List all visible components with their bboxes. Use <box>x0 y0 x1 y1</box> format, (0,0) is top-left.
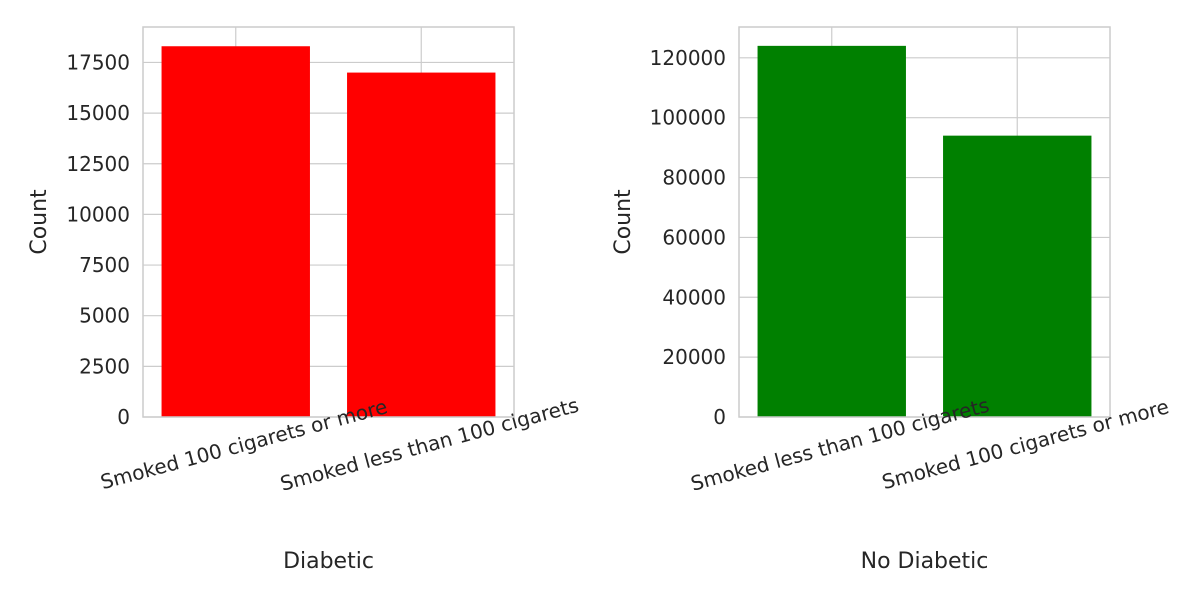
x-axis-title: Diabetic <box>283 549 374 574</box>
y-tick-label: 0 <box>117 405 130 429</box>
y-tick-label: 100000 <box>650 106 726 130</box>
y-tick-label: 80000 <box>662 166 726 190</box>
y-tick-label: 12500 <box>66 152 130 176</box>
y-axis-title: Count <box>27 189 52 255</box>
y-tick-label: 40000 <box>662 285 726 309</box>
y-tick-label: 2500 <box>79 354 130 378</box>
plot-frame <box>738 26 1111 418</box>
y-tick-label: 60000 <box>662 225 726 249</box>
y-tick-label: 5000 <box>79 304 130 328</box>
chart-no-diabetic: 020000400006000080000100000120000Smoked … <box>611 26 1172 574</box>
y-axis-title: Count <box>611 189 636 255</box>
y-tick-label: 20000 <box>662 345 726 369</box>
y-tick-label: 120000 <box>650 46 726 70</box>
bar <box>347 72 496 418</box>
y-tick-label: 0 <box>713 405 726 429</box>
y-tick-label: 10000 <box>66 202 130 226</box>
plot-frame <box>142 26 515 418</box>
y-tick-label: 17500 <box>66 50 130 74</box>
bar <box>757 45 906 418</box>
x-axis-title: No Diabetic <box>861 549 989 574</box>
bar <box>943 135 1092 417</box>
chart-diabetic: 025005000750010000125001500017500Smoked … <box>27 26 581 574</box>
y-tick-label: 15000 <box>66 101 130 125</box>
y-tick-label: 7500 <box>79 253 130 277</box>
bar <box>161 46 310 417</box>
